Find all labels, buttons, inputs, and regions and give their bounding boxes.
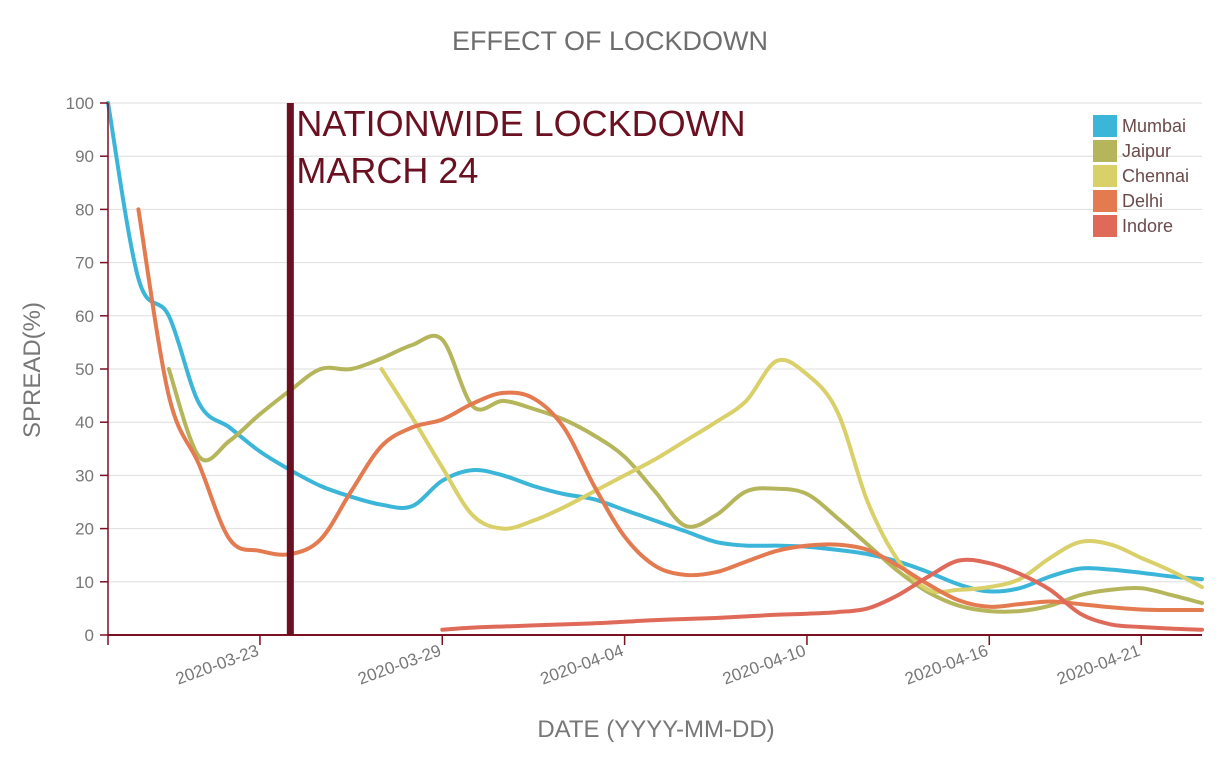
chart-legend: Mumbai Jaipur Chennai Delhi Indore (1093, 115, 1189, 237)
y-tick-label: 80 (75, 200, 94, 219)
x-tick-label: 2020-04-21 (1054, 641, 1142, 689)
y-tick-label: 90 (75, 147, 94, 166)
lockdown-annotation-line1: NATIONWIDE LOCKDOWN (296, 103, 745, 144)
x-tick-label: 2020-04-16 (902, 641, 990, 689)
series-lines (106, 101, 1204, 632)
legend-swatch-delhi (1093, 190, 1117, 212)
lockdown-annotation: NATIONWIDE LOCKDOWN MARCH 24 (286, 103, 746, 635)
legend-label-indore: Indore (1122, 216, 1173, 236)
legend-label-delhi: Delhi (1122, 191, 1163, 211)
axes: 0 10 20 30 40 50 60 70 80 90 100 2020-03-23 2020-03-… (66, 94, 1202, 689)
x-tick-label: 2020-04-10 (720, 641, 808, 689)
series-line-mumbai (106, 101, 1204, 594)
lockdown-annotation-line2: MARCH 24 (296, 150, 478, 191)
series-line-jaipur (166, 333, 1204, 614)
series-line-delhi (136, 207, 1204, 613)
y-tick-label: 30 (75, 466, 94, 485)
y-tick-label: 20 (75, 520, 94, 539)
gridlines (108, 102, 1202, 583)
chart-title: EFFECT OF LOCKDOWN (452, 26, 768, 56)
legend-label-jaipur: Jaipur (1122, 141, 1171, 161)
y-tick-label: 70 (75, 254, 94, 273)
y-tick-label: 60 (75, 307, 94, 326)
y-tick-label: 40 (75, 413, 94, 432)
x-axis-label: DATE (YYYY-MM-DD) (537, 716, 774, 743)
series-line-chennai (379, 357, 1204, 595)
y-tick-label: 50 (75, 360, 94, 379)
y-axis-label: SPREAD(%) (19, 302, 46, 438)
series-line-indore (440, 557, 1204, 632)
legend-label-mumbai: Mumbai (1122, 116, 1186, 136)
legend-swatch-mumbai (1093, 115, 1117, 137)
y-tick-label: 10 (75, 573, 94, 592)
y-tick-label: 0 (85, 626, 94, 645)
legend-swatch-indore (1093, 215, 1117, 237)
y-tick-label: 100 (66, 94, 94, 113)
legend-swatch-chennai (1093, 165, 1117, 187)
x-tick-label: 2020-03-23 (173, 641, 261, 689)
legend-label-chennai: Chennai (1122, 166, 1189, 186)
legend-swatch-jaipur (1093, 140, 1117, 162)
x-tick-label: 2020-03-29 (355, 641, 443, 689)
x-tick-label: 2020-04-04 (538, 641, 626, 689)
